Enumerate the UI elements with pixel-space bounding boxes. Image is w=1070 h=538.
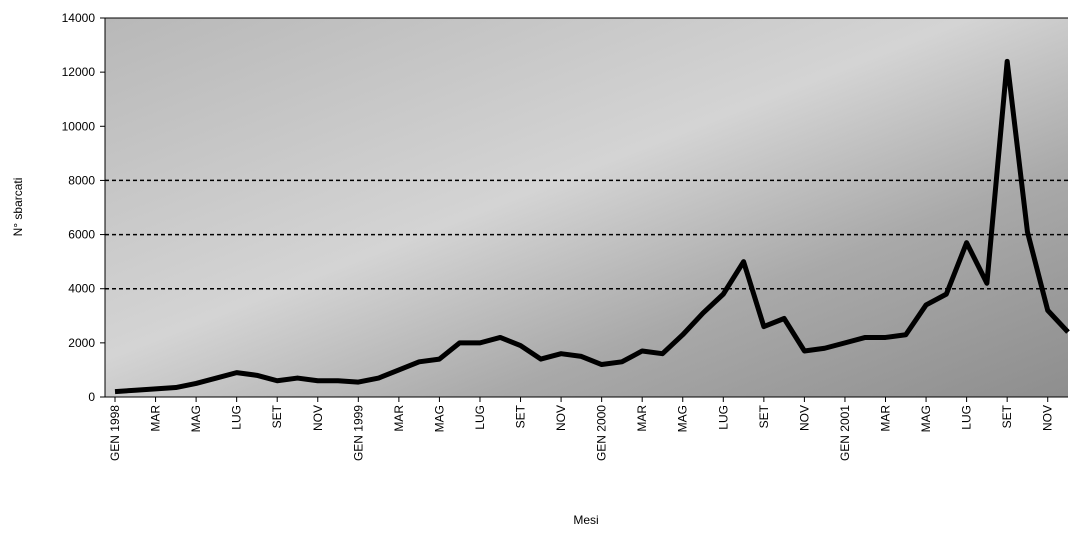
x-tick-label: MAG: [676, 405, 690, 432]
x-tick-label: GEN 1999: [351, 405, 365, 461]
x-tick-label: SET: [757, 404, 771, 428]
data-line: [114, 58, 1070, 395]
x-tick-label: NOV: [1041, 405, 1055, 431]
x-tick-label: MAR: [392, 405, 406, 432]
x-tick-label: SET: [270, 404, 284, 428]
y-axis-title: N° sbarcati: [11, 178, 25, 237]
x-tick-label: MAR: [879, 405, 893, 432]
x-tick-label: NOV: [554, 405, 568, 431]
x-tick-label: LUG: [960, 405, 974, 430]
x-tick-label: GEN 2001: [838, 405, 852, 461]
x-tick-label: MAG: [919, 405, 933, 432]
y-tick-label: 4000: [68, 282, 95, 296]
plot-background: [105, 18, 1068, 397]
y-tick-label: 0: [88, 390, 95, 404]
x-tick-label: SET: [514, 404, 528, 428]
y-tick-label: 6000: [68, 228, 95, 242]
x-tick-label: LUG: [716, 405, 730, 430]
y-tick-label: 10000: [62, 119, 96, 133]
x-tick-label: MAR: [149, 405, 163, 432]
y-tick-label: 2000: [68, 336, 95, 350]
x-tick-label: GEN 1998: [108, 405, 122, 461]
x-tick-label: LUG: [473, 405, 487, 430]
y-tick-label: 12000: [62, 65, 96, 79]
x-tick-label: SET: [1000, 404, 1014, 428]
x-tick-label: MAR: [635, 405, 649, 432]
x-axis-title: Mesi: [573, 513, 598, 527]
x-tick-label: NOV: [797, 405, 811, 431]
y-tick-label: 8000: [68, 173, 95, 187]
y-tick-label: 14000: [62, 11, 96, 25]
x-tick-label: MAG: [189, 405, 203, 432]
x-tick-label: LUG: [230, 405, 244, 430]
x-tick-label: GEN 2000: [595, 405, 609, 461]
x-tick-label: NOV: [311, 405, 325, 431]
x-tick-label: MAG: [432, 405, 446, 432]
